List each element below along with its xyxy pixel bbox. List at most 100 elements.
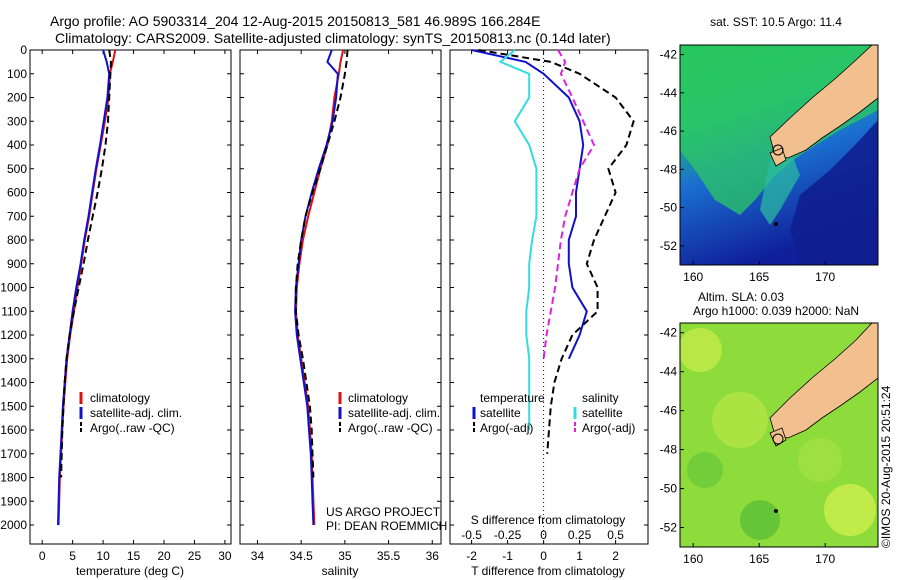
sst-auckland-island	[774, 222, 778, 226]
salinity-profiles	[294, 49, 349, 526]
difference-panel: -2 -1 0 1 2 -0.5 -0.25 0 0.25 0.5 S difference f…	[449, 49, 649, 578]
legend-label-argo: Argo(..raw -QC)	[348, 421, 433, 435]
legend-label-t-satellite: satellite	[480, 406, 521, 420]
temperature-axis: 0 5 10 15 20 25 30	[39, 50, 232, 563]
difference-legend: temperature salinity satellite Argo(-adj…	[472, 391, 635, 435]
salinity-legend: climatology satellite-adj. clim. Argo(..…	[338, 391, 440, 435]
difference-series-2	[498, 49, 538, 430]
temperature-series-2	[60, 49, 113, 478]
depth-tick-label: 600	[7, 186, 27, 200]
legend-header-salinity: salinity	[582, 391, 619, 405]
sla-map-title: Altim. SLA: 0.03	[698, 290, 784, 304]
x-tick-label: 15	[127, 549, 141, 563]
sst-land-south-island	[769, 45, 878, 159]
t-difference-axis-label: T difference from climatology	[471, 564, 625, 578]
legend-label-climatology: climatology	[348, 391, 408, 405]
difference-series-3	[542, 49, 596, 359]
depth-tick-label: 1500	[0, 399, 27, 413]
sla-land-south-island	[769, 323, 878, 439]
legend-label-satellite: satellite-adj. clim.	[90, 406, 182, 420]
depth-tick-label: 300	[7, 114, 27, 128]
legend-label-s-argo: Argo(-adj)	[582, 421, 635, 435]
s-tick-label: 0.25	[568, 528, 592, 542]
sla-auckland-island	[774, 509, 778, 513]
map-lon-label: 165	[749, 552, 769, 566]
legend-label-t-argo: Argo(-adj)	[480, 421, 533, 435]
map-lat-label: -44	[660, 86, 678, 100]
s-difference-axis-label: S difference from climatology	[471, 513, 626, 527]
x-tick-label: 35.5	[377, 549, 401, 563]
map-lat-label: -50	[660, 201, 678, 215]
depth-axis: 0 100 200 300 400 500 600 700 800 900 1000 1100 1200…	[0, 43, 231, 532]
depth-tick-label: 1900	[0, 494, 27, 508]
salinity-panel: 34 34.5 35 35.5 36 salinity climatology sate…	[239, 49, 447, 578]
salinity-depth-ticks	[240, 49, 441, 526]
sla-map-subtitle: Argo h1000: 0.039 h2000: NaN	[693, 304, 859, 318]
depth-tick-label: 1000	[0, 281, 27, 295]
temperature-panel: 0100200300400500600700800900100011001200…	[0, 43, 232, 578]
map-lon-label: 170	[815, 270, 835, 284]
sla-patch-5	[740, 500, 780, 540]
x-tick-label: 0	[540, 549, 547, 563]
s-tick-label: 0	[540, 528, 547, 542]
map-lat-label: -50	[660, 482, 678, 496]
sla-map-axes: 160 165 170 -42 -44 -46 -48 -50 -52	[660, 326, 836, 566]
temperature-profiles	[57, 49, 117, 526]
salinity-axis: 34 34.5 35 35.5 36	[251, 50, 439, 563]
depth-tick-label: 1200	[0, 328, 27, 342]
temperature-axis-label: temperature (deg C)	[76, 564, 184, 578]
pi-credit: PI: DEAN ROEMMICH	[326, 519, 447, 533]
depth-tick-label: 100	[7, 67, 27, 81]
map-lat-label: -48	[660, 162, 678, 176]
map-lat-label: -48	[660, 443, 678, 457]
sst-map-axes: 160 165 170 -42 -44 -46 -48 -50 -52	[660, 48, 836, 284]
sla-argo-marker	[772, 433, 784, 445]
depth-tick-label: 200	[7, 91, 27, 105]
sla-patch-6	[798, 438, 842, 482]
s-tick-label: -0.5	[461, 528, 482, 542]
s-tick-label: -0.25	[494, 528, 522, 542]
depth-tick-label: 1700	[0, 447, 27, 461]
project-credit: US ARGO PROJECT	[326, 505, 441, 519]
sla-patch-3	[687, 452, 723, 488]
salinity-axes-frame	[239, 49, 442, 545]
sst-map-frame	[679, 44, 879, 266]
salinity-axis-label: salinity	[322, 564, 359, 578]
x-tick-label: 30	[218, 549, 232, 563]
depth-tick-label: 1600	[0, 423, 27, 437]
map-lon-label: 165	[749, 270, 769, 284]
map-lon-label: 160	[683, 552, 703, 566]
depth-tick-label: 1300	[0, 352, 27, 366]
legend-label-satellite: satellite-adj. clim.	[348, 406, 440, 420]
x-tick-label: 2	[612, 549, 619, 563]
map-lon-label: 160	[683, 270, 703, 284]
depth-tick-label: 1400	[0, 376, 27, 390]
x-tick-label: -1	[502, 549, 513, 563]
sla-patch-2	[712, 392, 768, 448]
temperature-axes-frame	[29, 49, 232, 545]
difference-series-0	[471, 49, 588, 360]
x-tick-label: 34	[251, 549, 265, 563]
x-tick-label: 20	[157, 549, 171, 563]
map-lat-label: -52	[660, 239, 678, 253]
legend-label-climatology: climatology	[90, 391, 150, 405]
difference-axes-frame	[449, 49, 649, 545]
x-tick-label: 35	[338, 549, 352, 563]
depth-tick-label: 1100	[1, 304, 27, 318]
depth-tick-label: 800	[7, 233, 27, 247]
depth-tick-label: 0	[20, 43, 27, 57]
s-tick-label: 0.5	[607, 528, 624, 542]
depth-tick-label: 500	[7, 162, 27, 176]
sst-cold-deep-band	[790, 120, 878, 265]
depth-tick-label: 700	[7, 209, 27, 223]
map-lat-label: -42	[660, 48, 678, 62]
map-lat-label: -44	[660, 365, 678, 379]
depth-tick-label: 400	[7, 138, 27, 152]
difference-profiles	[471, 49, 635, 454]
x-tick-label: -2	[466, 549, 477, 563]
x-tick-label: 34.5	[289, 549, 313, 563]
legend-label-s-satellite: satellite	[582, 406, 623, 420]
sst-argo-marker	[772, 144, 784, 156]
imos-credit: ©IMOS 20-Aug-2015 20:51:24	[879, 385, 893, 548]
depth-tick-label: 2000	[0, 518, 27, 532]
